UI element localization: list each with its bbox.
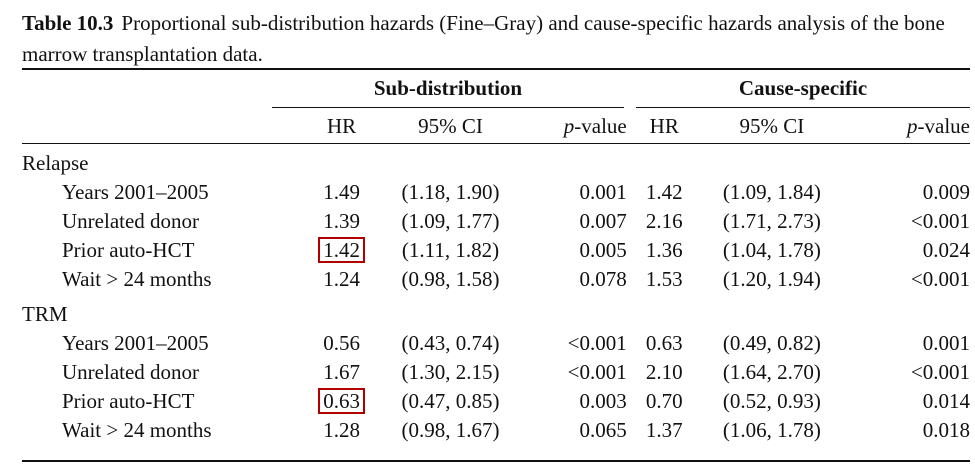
table-row: Wait > 24 months 1.28 (0.98, 1.67) 0.065 1.3… xyxy=(22,416,970,445)
cell-sd-ci: (0.47, 0.85) xyxy=(401,389,500,413)
group-header-sub-distribution: Sub-distribution xyxy=(373,76,523,100)
caption-text: Proportional sub-distribution hazards (F… xyxy=(22,11,945,66)
cell-cs-p-value: 0.001 xyxy=(922,331,970,355)
table-row: Prior auto-HCT 1.42 (1.11, 1.82) 0.005 1.36 (… xyxy=(22,236,970,265)
cell-cs-hr: 0.70 xyxy=(645,389,683,413)
cell-cs-hr: 1.42 xyxy=(645,180,683,204)
cell-cs-ci: (1.06, 1.78) xyxy=(722,418,821,442)
sub-distribution-underline xyxy=(272,107,624,108)
cell-sd-hr: 0.56 xyxy=(323,331,360,355)
table-caption: Table 10.3 Proportional sub-distribution … xyxy=(22,8,967,70)
row-label: Wait > 24 months xyxy=(62,267,212,291)
cell-sd-p-value: 0.065 xyxy=(579,418,627,442)
row-label: Years 2001–2005 xyxy=(62,331,209,355)
column-header-row: HR 95% CI p-value HR 95% CI p-value xyxy=(22,110,970,143)
cell-cs-hr: 0.63 xyxy=(645,331,683,355)
cell-cs-p-value: <0.001 xyxy=(910,360,970,384)
cell-sd-hr: 1.39 xyxy=(323,209,360,233)
table-row: Unrelated donor 1.39 (1.09, 1.77) 0.007 2.16… xyxy=(22,207,970,236)
cell-cs-hr: 1.37 xyxy=(645,418,683,442)
cell-sd-ci: (1.09, 1.77) xyxy=(401,209,500,233)
row-label: Years 2001–2005 xyxy=(62,180,209,204)
cell-cs-p-value: <0.001 xyxy=(910,267,970,291)
column-header-p-value: p-value xyxy=(907,114,970,138)
cell-sd-ci: (1.30, 2.15) xyxy=(401,360,500,384)
table-number: Table 10.3 xyxy=(22,11,114,35)
cell-sd-p-value: 0.005 xyxy=(579,238,627,262)
row-label: Prior auto-HCT xyxy=(62,238,195,262)
results-table: HR 95% CI p-value HR 95% CI p-value Rela… xyxy=(22,110,970,445)
table-row: Wait > 24 months 1.24 (0.98, 1.58) 0.078 1.5… xyxy=(22,265,970,294)
highlight-box: 1.42 xyxy=(318,237,365,263)
top-rule xyxy=(22,68,970,70)
cell-cs-ci: (1.20, 1.94) xyxy=(722,267,821,291)
section-title: Relapse xyxy=(22,151,89,175)
cell-sd-ci: (1.11, 1.82) xyxy=(401,238,500,262)
column-header-ci: 95% CI xyxy=(739,114,805,138)
table-row: Years 2001–2005 0.56 (0.43, 0.74) <0.001 0.6… xyxy=(22,329,970,358)
column-header-label xyxy=(22,110,303,143)
cell-cs-ci: (1.09, 1.84) xyxy=(722,180,821,204)
table-body: Relapse Years 2001–2005 1.49 (1.18, 1.90) 0.… xyxy=(22,143,970,445)
cell-sd-hr: 1.42 xyxy=(303,236,380,265)
highlight-box: 0.63 xyxy=(318,388,365,414)
column-header-ci: 95% CI xyxy=(418,114,483,138)
table-row: Unrelated donor 1.67 (1.30, 2.15) <0.001 2.1… xyxy=(22,358,970,387)
cell-sd-hr: 1.49 xyxy=(323,180,360,204)
section-header-row: TRM xyxy=(22,294,970,329)
cell-cs-ci: (1.71, 2.73) xyxy=(722,209,821,233)
cell-cs-hr: 2.16 xyxy=(645,209,683,233)
cell-sd-ci: (1.18, 1.90) xyxy=(401,180,500,204)
cell-cs-ci: (0.49, 0.82) xyxy=(722,331,821,355)
column-header-p-value: p-value xyxy=(563,114,627,138)
cell-sd-hr: 1.24 xyxy=(323,267,360,291)
cell-sd-p-value: 0.001 xyxy=(579,180,627,204)
row-label: Unrelated donor xyxy=(62,209,200,233)
cell-sd-ci: (0.98, 1.67) xyxy=(401,418,500,442)
table-row: Prior auto-HCT 0.63 (0.47, 0.85) 0.003 0.70 (… xyxy=(22,387,970,416)
cell-cs-hr: 1.36 xyxy=(645,238,683,262)
cell-sd-p-value: 0.003 xyxy=(579,389,627,413)
section-header-row: Relapse xyxy=(22,143,970,178)
row-label: Prior auto-HCT xyxy=(62,389,195,413)
group-header-cause-specific: Cause-specific xyxy=(738,76,868,100)
cell-sd-hr: 1.28 xyxy=(323,418,360,442)
cell-sd-ci: (0.43, 0.74) xyxy=(401,331,500,355)
row-label: Unrelated donor xyxy=(62,360,200,384)
cell-sd-p-value: <0.001 xyxy=(567,331,627,355)
cell-cs-p-value: 0.018 xyxy=(922,418,970,442)
column-header-hr: HR xyxy=(327,114,357,138)
cell-sd-hr: 1.67 xyxy=(323,360,360,384)
cause-specific-underline xyxy=(636,107,970,108)
table-row: Years 2001–2005 1.49 (1.18, 1.90) 0.001 1.42… xyxy=(22,178,970,207)
cell-cs-hr: 1.53 xyxy=(645,267,683,291)
cell-cs-ci: (0.52, 0.93) xyxy=(722,389,821,413)
section-title: TRM xyxy=(22,302,68,326)
cell-sd-p-value: <0.001 xyxy=(567,360,627,384)
row-label: Wait > 24 months xyxy=(62,418,212,442)
cell-sd-p-value: 0.007 xyxy=(579,209,627,233)
cell-sd-ci: (0.98, 1.58) xyxy=(401,267,500,291)
cell-cs-p-value: 0.009 xyxy=(922,180,970,204)
cell-cs-ci: (1.64, 2.70) xyxy=(722,360,821,384)
cell-cs-p-value: <0.001 xyxy=(910,209,970,233)
column-header-hr: HR xyxy=(649,114,679,138)
cell-cs-hr: 2.10 xyxy=(645,360,683,384)
cell-cs-ci: (1.04, 1.78) xyxy=(722,238,821,262)
cell-sd-p-value: 0.078 xyxy=(579,267,627,291)
header-rule xyxy=(22,143,970,144)
cell-sd-hr: 0.63 xyxy=(303,387,380,416)
bottom-rule xyxy=(22,460,970,462)
cell-cs-p-value: 0.024 xyxy=(922,238,970,262)
cell-cs-p-value: 0.014 xyxy=(922,389,970,413)
